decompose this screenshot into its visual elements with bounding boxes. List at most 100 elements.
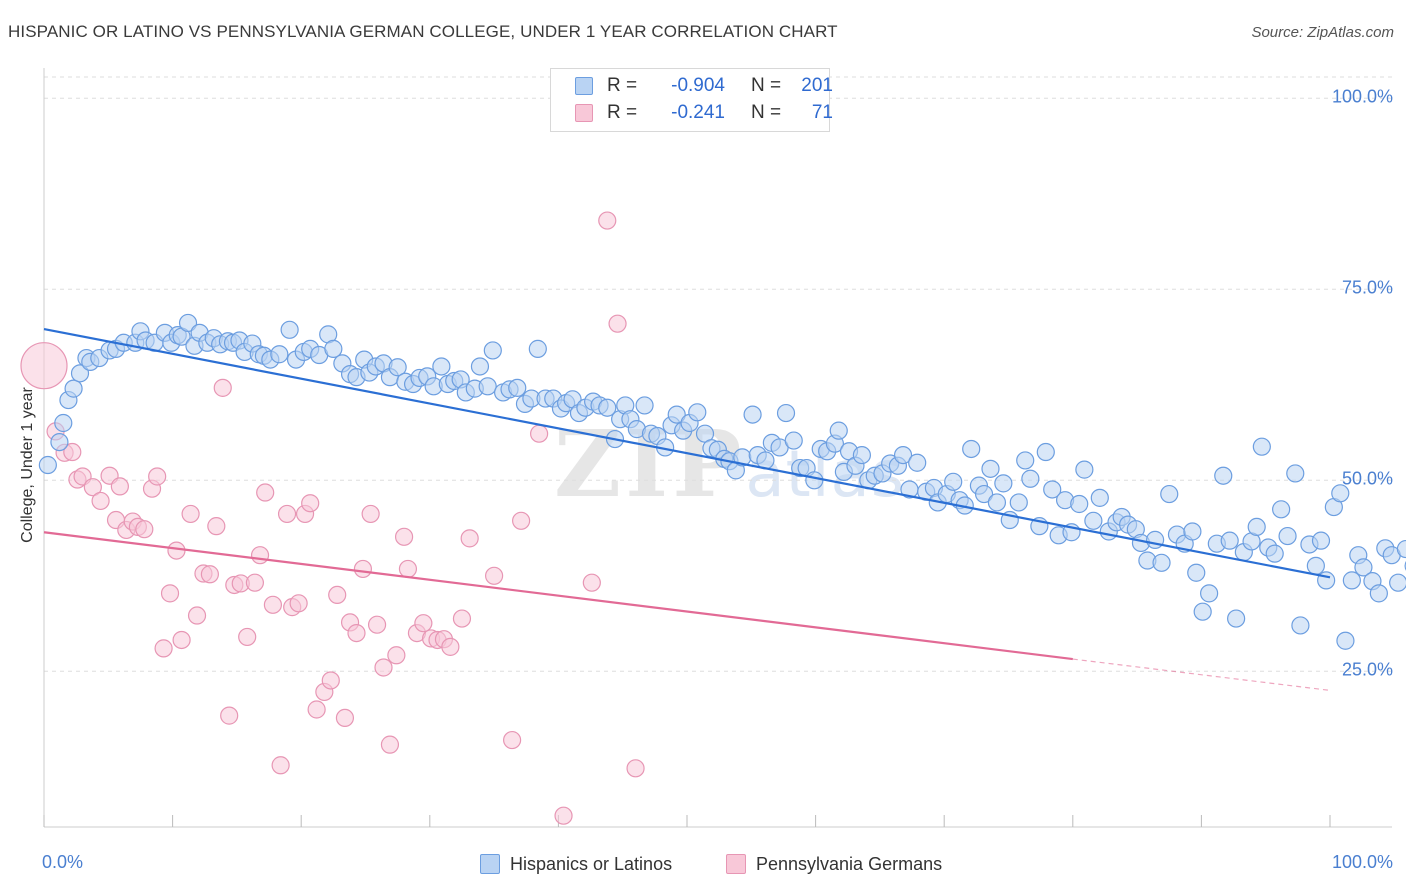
blue-point [1252, 437, 1271, 456]
pink-point [398, 559, 418, 579]
blue-point [478, 377, 497, 396]
pink-point [245, 573, 265, 592]
pink-point [353, 559, 373, 579]
blue-point [667, 405, 686, 424]
y-axis-label: College, Under 1 year [19, 387, 36, 543]
pink-point [452, 609, 472, 628]
blue-point [1084, 511, 1103, 530]
pink-point [387, 646, 406, 665]
blue-point [1200, 584, 1219, 603]
pink-point [289, 594, 308, 613]
bottom-legend-swatch-pink [726, 854, 746, 874]
legend-row-pennsylvania-german: R = -0.241 N = 71 [575, 100, 833, 126]
blue-point [1220, 531, 1239, 550]
pink-point [361, 504, 380, 524]
pink-point [347, 623, 366, 643]
pink-point [321, 671, 340, 690]
pink-point [503, 730, 522, 750]
pink-point [460, 529, 479, 548]
pink-point [63, 442, 82, 462]
blue-point [38, 455, 57, 475]
pink-point [200, 565, 219, 584]
blue-point [1389, 573, 1406, 592]
blue-point [54, 413, 73, 433]
blue-point [64, 379, 83, 398]
pink-point [582, 573, 601, 592]
blue-point [1342, 571, 1361, 590]
blue-point [776, 403, 796, 423]
blue-point [1247, 517, 1266, 537]
pink-point [160, 584, 180, 603]
blue-point [1193, 602, 1212, 621]
blue-point [974, 484, 994, 504]
blue-point [1286, 464, 1305, 483]
blue-point [1009, 493, 1028, 512]
pink-point [626, 759, 645, 778]
pink-trend-line-dashed [1072, 658, 1331, 691]
blue-point [1331, 484, 1350, 503]
blue-point [528, 339, 547, 358]
pink-point [154, 639, 173, 658]
pink-point [20, 342, 68, 390]
blue-point [1369, 584, 1388, 603]
pink-point [83, 478, 102, 497]
blue-point [388, 358, 407, 377]
blue-point [1036, 442, 1055, 462]
pink-point [250, 546, 270, 565]
pink-trend-line [43, 531, 1073, 661]
blue-point [1187, 563, 1206, 582]
blue-point [280, 320, 299, 339]
y-tick-label-25: 25.0% [1341, 659, 1393, 680]
blue-point [962, 439, 981, 459]
blue-point [50, 433, 69, 452]
blue-point [1021, 469, 1040, 488]
stats-legend: R = -0.904 N = 201 R = -0.241 N = 71 [550, 68, 833, 132]
legend-swatch-blue [575, 77, 593, 95]
blue-point [1306, 556, 1325, 575]
blue-point [987, 493, 1007, 512]
blue-point [743, 405, 762, 424]
blue-point [324, 339, 343, 358]
pink-point [307, 700, 326, 719]
pink-point [172, 630, 191, 650]
pink-point [608, 314, 627, 333]
pink-point [263, 595, 283, 614]
pink-point [271, 756, 290, 775]
blue-point [893, 445, 913, 465]
pink-point [301, 494, 320, 513]
pink-point [256, 483, 275, 502]
legend-n-label: N = [750, 102, 782, 123]
pink-point [213, 378, 232, 397]
blue-point [1291, 616, 1310, 635]
bottom-legend-swatch-blue [480, 854, 500, 874]
blue-point [1183, 522, 1202, 541]
blue-point [432, 357, 451, 376]
pink-point [207, 517, 226, 536]
blue-point [1354, 558, 1373, 577]
blue-point [805, 471, 824, 490]
pink-point [441, 637, 460, 656]
blue-point [1070, 494, 1089, 514]
blue-point [270, 345, 289, 364]
legend-n-value: 71 [811, 102, 833, 123]
blue-trend-line [43, 327, 1331, 579]
pink-point [181, 504, 200, 524]
y-tick-label-100: 100.0% [1331, 86, 1393, 107]
blue-point [483, 341, 502, 360]
x-tick-label-100: 100.0% [1331, 852, 1393, 872]
pink-point [530, 424, 549, 443]
legend-row-hispanic: R = -0.904 N = 201 [575, 73, 833, 99]
blue-point [508, 378, 527, 397]
y-tick-label-75: 75.0% [1341, 277, 1393, 298]
blue-point [981, 459, 1000, 478]
blue-point [1146, 530, 1165, 549]
blue-point [784, 431, 803, 450]
pink-point [328, 585, 347, 605]
pink-point [394, 527, 414, 546]
bottom-legend-label-blue: Hispanics or Latinos [510, 853, 673, 874]
pink-point [135, 520, 154, 539]
pink-point [277, 504, 297, 524]
blue-point [688, 403, 707, 422]
blue-point [1016, 451, 1035, 470]
